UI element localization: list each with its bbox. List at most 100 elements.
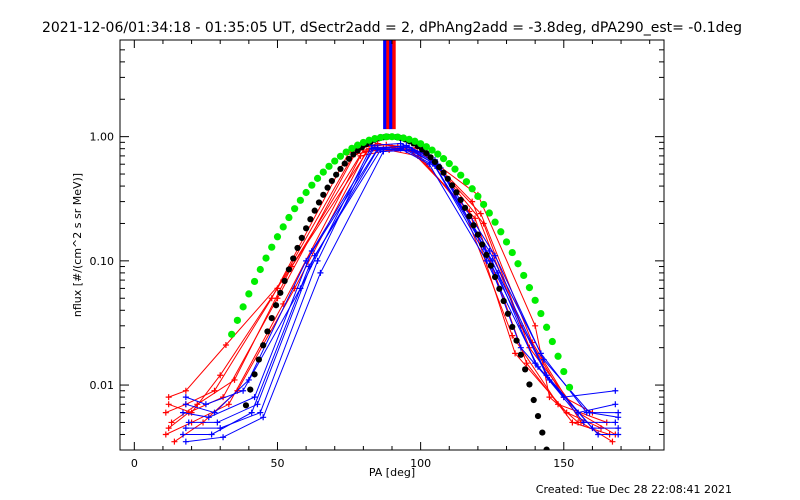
black-fit-dot-64 (517, 351, 524, 358)
green-fit-dot-33 (417, 140, 425, 148)
green-fit-dot-28 (388, 133, 396, 141)
green-fit-dot-43 (474, 192, 482, 200)
red-series-point-6-7 (477, 210, 484, 217)
green-fit-dot-41 (462, 178, 471, 186)
red-series-point-5-0 (162, 431, 169, 438)
green-fit-dot-51 (520, 271, 528, 280)
red-series-line-4 (168, 148, 602, 429)
black-fit-dot-10 (285, 266, 293, 273)
black-fit-dot-0 (242, 402, 250, 409)
green-fit-dot-17 (325, 162, 333, 170)
black-fit-dot-46 (440, 169, 447, 176)
red-series-point-0-8 (532, 322, 539, 329)
red-series-point-3-0 (168, 419, 175, 426)
red-series-point-4-0 (165, 425, 172, 432)
black-fit-dot-11 (290, 255, 297, 262)
red-series-point-2-8 (509, 332, 516, 339)
green-fit-dot-36 (434, 150, 442, 158)
blue-series-line-4 (185, 148, 616, 429)
black-fit-dot-44 (431, 158, 439, 166)
green-fit-dot-32 (411, 137, 419, 145)
black-fit-dot-20 (328, 177, 335, 185)
black-fit-dot-17 (315, 199, 323, 206)
blue-series-point-5-0 (179, 431, 186, 438)
black-fit-dot-22 (337, 165, 344, 173)
blue-series-point-0-8 (517, 344, 524, 351)
x-axis-label: PA [deg] (369, 466, 415, 479)
black-fit-dot-55 (479, 241, 486, 248)
red-series-point-2-5 (374, 140, 381, 147)
green-fit-dot-30 (399, 134, 408, 142)
green-fit-dot-16 (319, 168, 327, 176)
red-series-point-0-0 (165, 394, 172, 401)
black-fit-dot-16 (311, 207, 318, 214)
blue-series-point-6-0 (182, 438, 189, 445)
black-fit-dot-3 (255, 356, 262, 363)
red-series-point-4-1 (185, 409, 192, 416)
black-fit-dot-62 (509, 323, 516, 331)
black-fit-dot-56 (483, 251, 490, 258)
blue-series-point-3-1 (214, 419, 221, 426)
blue-series-point-5-10 (615, 425, 622, 432)
green-fit-dot-44 (480, 200, 488, 209)
red-series-point-1-0 (165, 401, 172, 408)
red-series-point-2-3 (268, 295, 275, 302)
red-series-line-0 (168, 146, 579, 423)
black-fit-dot-6 (268, 314, 275, 322)
green-fit-dot-53 (531, 296, 539, 304)
black-fit-dot-58 (491, 273, 499, 281)
x-tick-label-0: 0 (131, 457, 138, 470)
axes-layer: 0 50 100 150 0.01 0.10 1.00 (90, 39, 664, 470)
blue-series-point-6-1 (220, 434, 227, 441)
green-fit-dot-42 (468, 185, 476, 193)
blue-series-point-1-10 (612, 401, 619, 408)
black-fit-dot-49 (453, 189, 460, 196)
black-fit-dot-65 (522, 366, 529, 373)
green-fit-dot-26 (376, 133, 385, 142)
blue-series-point-4-0 (182, 425, 189, 432)
blue-series-point-3-0 (185, 419, 192, 426)
black-fit-dot-42 (423, 150, 430, 157)
green-fit-dot-27 (382, 133, 390, 141)
green-fit-dot-19 (336, 152, 345, 160)
green-fit-dot-54 (537, 309, 545, 318)
black-fit-dot-7 (272, 302, 280, 309)
red-series-point-1-2 (217, 372, 224, 379)
blue-series-point-0-10 (612, 387, 619, 394)
red-series-line-5 (165, 149, 610, 435)
blue-series-point-6-9 (595, 431, 602, 438)
blue-series-point-4-8 (535, 363, 542, 370)
blue-series-point-5-4 (374, 146, 381, 153)
black-fit-dot-54 (474, 231, 481, 238)
blue-series-point-2-1 (205, 414, 212, 421)
green-fit-dot-4 (250, 277, 259, 286)
black-fit-dot-4 (260, 342, 267, 349)
red-series-point-1-7 (469, 198, 476, 205)
red-series-point-5-2 (225, 401, 232, 408)
black-fit-dot-24 (345, 155, 353, 162)
blue-series-point-3-5 (406, 144, 413, 151)
black-fit-dot-51 (461, 204, 469, 211)
red-series-line-6 (174, 148, 613, 443)
x-tick-label-3: 150 (553, 457, 574, 470)
black-fit-dot-47 (444, 175, 451, 182)
green-fit-dot-22 (354, 141, 362, 149)
black-fit-dot-9 (281, 277, 288, 284)
green-fit-dot-6 (262, 254, 270, 262)
black-fit-dot-1 (247, 386, 254, 393)
blue-series-point-2-3 (308, 248, 315, 255)
green-fit-dot-57 (554, 352, 562, 360)
blue-series-point-6-7 (494, 269, 501, 276)
green-fit-dot-2 (239, 303, 247, 311)
green-fit-dot-10 (285, 213, 293, 222)
black-fit-dot-50 (457, 196, 464, 203)
blue-series-point-4-3 (314, 257, 321, 264)
black-fit-dot-43 (427, 154, 434, 161)
blue-series-point-6-4 (380, 148, 387, 155)
blue-series-point-6-10 (615, 431, 622, 438)
red-series-point-6-4 (363, 148, 370, 155)
green-fit-dot-15 (313, 174, 322, 182)
blue-series-point-0-1 (202, 401, 209, 408)
blue-series-point-0-5 (397, 140, 404, 147)
